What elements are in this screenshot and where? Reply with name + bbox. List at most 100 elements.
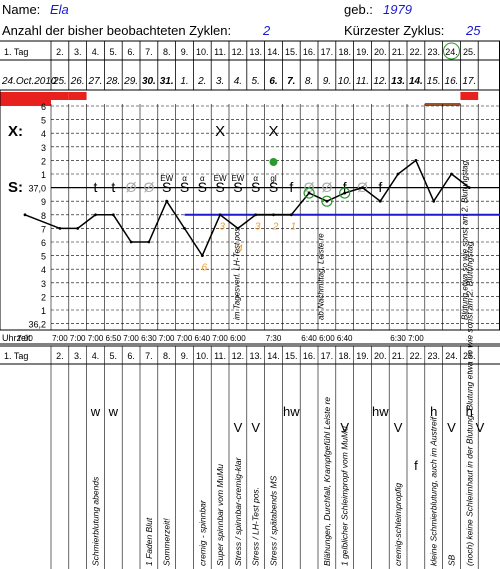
lower-mark: hw — [283, 404, 300, 419]
day-number: 5. — [110, 47, 118, 57]
note-text: kleine Schmierblutung, auch im Austreif — [429, 415, 439, 566]
note-text: Blähungen, Durchfall, Krampfgefühl Leist… — [322, 397, 332, 566]
note-text: (noch) keine Schleimhaut in der Blutung,… — [464, 241, 474, 566]
count-number: 3 — [219, 222, 225, 233]
bottom-day-number: 24. — [445, 351, 458, 361]
time-value: 6:00 — [230, 334, 246, 343]
lower-mark: V — [394, 420, 403, 435]
s-superscript: α — [200, 174, 205, 183]
lower-mark: V — [340, 420, 349, 435]
bleeding-bar — [442, 103, 461, 106]
overlay-note: ab Nachmittag, Leiste re — [316, 233, 325, 320]
name-label: Name: — [2, 2, 41, 17]
s-mark: S — [162, 179, 171, 195]
day-number: 4. — [92, 47, 100, 57]
date-label: 9. — [323, 76, 331, 87]
s-superscript: α — [182, 174, 187, 183]
date-label: 11. — [356, 76, 369, 87]
count-number: 4 — [237, 243, 243, 254]
date-label: 2. — [197, 76, 206, 87]
count-number: 2 — [272, 222, 279, 233]
s-mark: f — [343, 179, 347, 195]
date-label: 29. — [123, 76, 138, 87]
overlay-note: im Tagesverl. LH-Test pos. — [233, 225, 242, 320]
lower-mark: V — [234, 420, 243, 435]
time-value: 7:00 — [123, 334, 139, 343]
date-label: 12. — [373, 76, 387, 87]
lower-mark: V — [251, 420, 260, 435]
day-number: 17. — [321, 47, 334, 57]
temp-scale-label: 37,0 — [28, 184, 46, 194]
temperature-point — [147, 240, 151, 244]
count-number: 3 — [255, 222, 261, 233]
bottom-day-number: 18. — [338, 351, 351, 361]
note-text: Stress / spätabends MS — [269, 475, 279, 566]
temperature-point — [432, 199, 436, 203]
temperature-point — [183, 227, 186, 230]
temp-scale-label: 6 — [41, 238, 46, 248]
temperature-point — [23, 213, 27, 217]
temp-scale-label: 9 — [41, 197, 46, 207]
day-number: 22. — [410, 47, 423, 57]
bleeding-bar — [68, 92, 87, 100]
temperature-point — [289, 213, 293, 217]
date-label: 24.Oct.2010 — [1, 76, 57, 87]
lower-mark: f — [414, 458, 418, 473]
date-label: 16. — [445, 76, 459, 87]
note-text: 1 gelblicher Schleimpropf vom MuMu — [340, 426, 350, 566]
day-number: 1. Tag — [4, 47, 28, 57]
date-label: 7. — [287, 76, 295, 87]
green-circle-marker — [303, 187, 315, 199]
bottom-day-number: 16. — [303, 351, 316, 361]
note-text: Stress / spinnbar-cremig-klar — [233, 456, 243, 566]
day-number: 14. — [267, 47, 280, 57]
temperature-point — [361, 186, 364, 190]
temp-scale-label: 1 — [41, 170, 46, 180]
bottom-day-number: 14. — [267, 351, 280, 361]
s-mark: S — [251, 179, 260, 195]
bottom-day-number: 4. — [92, 351, 100, 361]
time-value: 7:00 — [212, 334, 228, 343]
day-number: 23. — [427, 47, 440, 57]
green-circle-marker — [321, 195, 333, 207]
time-value: 6:40 — [337, 334, 353, 343]
time-value: 7:00 — [408, 334, 424, 343]
temp-scale-label: 2 — [41, 156, 46, 166]
date-label: 13. — [391, 76, 405, 87]
note-text: 1 Faden Blut — [144, 517, 154, 566]
date-label: 15. — [427, 76, 441, 87]
temperature-point — [76, 227, 80, 230]
time-value: 6:30 — [141, 334, 157, 343]
s-mark: S — [180, 179, 189, 195]
bottom-day-number: 10. — [196, 351, 209, 361]
note-text: Sommerzeit! — [162, 518, 172, 566]
lower-mark: hw — [372, 404, 389, 419]
date-label: 17. — [462, 76, 476, 87]
s-mark: S — [269, 179, 278, 195]
temp-scale-label: 7 — [41, 224, 46, 234]
bottom-day-number: 5. — [110, 351, 118, 361]
temp-scale-label: 8 — [41, 211, 46, 221]
day-number: 18. — [338, 47, 351, 57]
s-mark: f — [289, 179, 293, 195]
born-value: 1979 — [383, 2, 412, 17]
lower-mark: h — [466, 404, 473, 419]
day-number: 6. — [127, 47, 135, 57]
note-text: cremig-schleimpropfig — [393, 483, 403, 566]
bottom-day-number: 20. — [374, 351, 387, 361]
time-value: 7:00 — [88, 334, 104, 343]
date-label: 28. — [105, 76, 120, 87]
s-row-label: S: — [8, 179, 23, 196]
day-number: 20. — [374, 47, 387, 57]
bottom-day-number: 9. — [181, 351, 189, 361]
shortest-cycle-value: 25 — [466, 23, 481, 38]
temperature-point — [129, 240, 133, 244]
s-superscript: α — [253, 174, 258, 183]
temperature-point — [218, 213, 222, 217]
temp-scale-label: 4 — [41, 129, 46, 139]
day-number: 8. — [163, 47, 171, 57]
bottom-day-number: 8. — [163, 351, 171, 361]
temperature-point — [272, 213, 275, 217]
cycles-value: 2 — [263, 23, 271, 38]
